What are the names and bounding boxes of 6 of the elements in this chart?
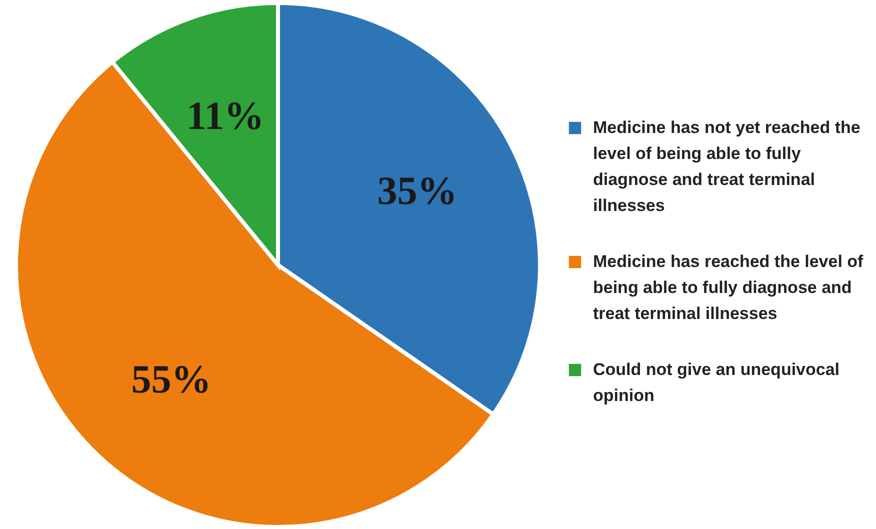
data-label: 11% bbox=[186, 92, 264, 138]
data-label: 35% bbox=[377, 168, 458, 214]
legend-label: Medicine has not yet reached the level of being able to fully diagnose and treat terminal illnesses bbox=[593, 118, 860, 215]
legend-label: Could not give an unequivocal opinion bbox=[593, 360, 840, 405]
legend-label: Medicine has reached the level of being able to fully diagnose and treat terminal illnesses bbox=[593, 252, 864, 323]
data-label: 55% bbox=[131, 356, 212, 402]
